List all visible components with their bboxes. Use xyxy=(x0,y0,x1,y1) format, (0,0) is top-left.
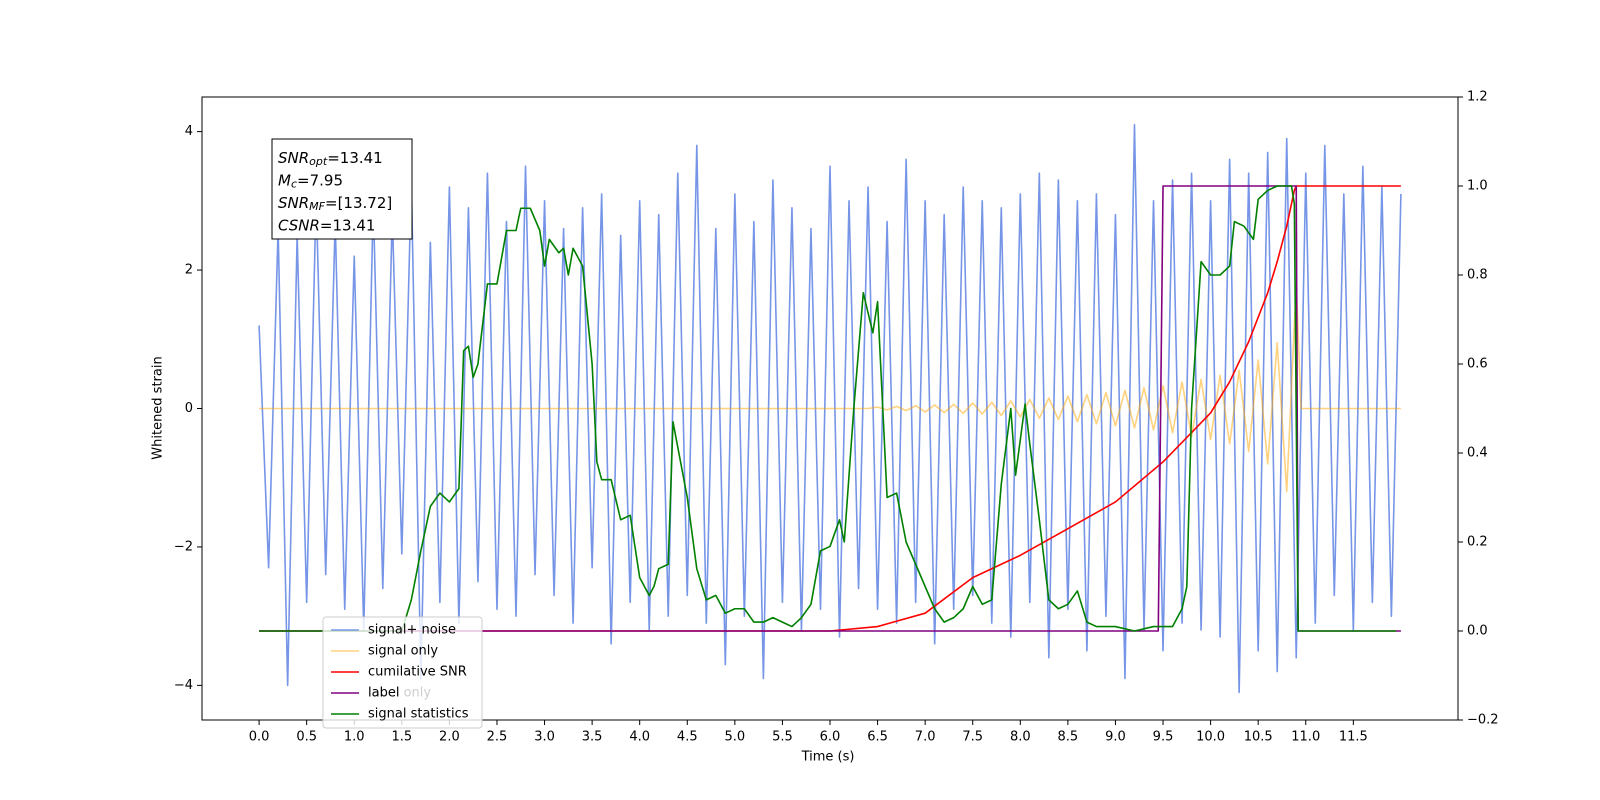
x-tick-label: 2.5 xyxy=(487,730,508,745)
y-axis-label: Whitened strain xyxy=(151,356,166,459)
annotation-text: SNRMF=[13.72] xyxy=(278,194,392,214)
y2-tick-label: 1.0 xyxy=(1467,179,1488,194)
y2-tick-label: −0.2 xyxy=(1467,713,1499,728)
x-tick-label: 0.5 xyxy=(296,730,317,745)
x-tick-label: 8.0 xyxy=(1010,730,1031,745)
series-line xyxy=(258,123,1402,694)
x-tick-label: 1.5 xyxy=(391,730,412,745)
y2-tick-label: 0.2 xyxy=(1467,535,1488,550)
y2-tick-label: 0.6 xyxy=(1467,357,1488,372)
y2-tick-label: 0.4 xyxy=(1467,446,1488,461)
y2-tick-label: 0.0 xyxy=(1467,624,1488,639)
x-tick-label: 9.0 xyxy=(1105,730,1126,745)
legend-label: signal+ noise xyxy=(368,623,456,638)
x-tick-label: 5.5 xyxy=(772,730,793,745)
series-line xyxy=(259,185,1397,632)
legend-label: signal only xyxy=(368,644,438,659)
annotation-subscript: MF xyxy=(309,200,325,213)
annotation-symbol: SNR xyxy=(278,194,309,212)
x-tick-label: 8.5 xyxy=(1058,730,1079,745)
legend-label: label xyxy=(368,686,399,701)
x-tick-label: 5.0 xyxy=(725,730,746,745)
legend-frame xyxy=(322,616,483,729)
series-line xyxy=(259,185,1401,632)
annotation-text: SNRopt=13.41 xyxy=(278,149,383,169)
annotation-symbol: M xyxy=(278,171,291,189)
x-tick-label: 7.5 xyxy=(962,730,983,745)
annotation-text: CSNR=13.41 xyxy=(278,216,375,234)
x-tick-label: 10.0 xyxy=(1196,730,1225,745)
annotation-frame xyxy=(271,138,413,240)
x-tick-label: 0.0 xyxy=(249,730,270,745)
annotation-value: =13.41 xyxy=(320,216,376,234)
annotation-box: SNRopt=13.41Mc=7.95SNRMF=[13.72]CSNR=13.… xyxy=(271,138,413,240)
annotation-text: Mc=7.95 xyxy=(278,171,343,191)
x-tick-label: 9.5 xyxy=(1153,730,1174,745)
annotation-symbol: CSNR xyxy=(278,216,320,234)
legend-label: signal statistics xyxy=(368,707,469,722)
y-tick-label: 2 xyxy=(185,263,193,278)
annotation-subscript: opt xyxy=(309,155,328,168)
annotation-value: =13.41 xyxy=(327,149,383,167)
x-tick-label: 4.0 xyxy=(629,730,650,745)
x-tick-label: 3.5 xyxy=(582,730,603,745)
annotation-value: =[13.72] xyxy=(325,194,392,212)
y2-tick-label: 1.2 xyxy=(1467,90,1488,105)
x-tick-label: 11.0 xyxy=(1291,730,1320,745)
x-tick-label: 6.5 xyxy=(867,730,888,745)
x-tick-label: 2.0 xyxy=(439,730,460,745)
x-tick-label: 7.0 xyxy=(915,730,936,745)
y2-tick-label: 0.8 xyxy=(1467,268,1488,283)
annotation-subscript: c xyxy=(291,178,297,191)
annotation-symbol: SNR xyxy=(278,149,309,167)
x-tick-label: 10.5 xyxy=(1244,730,1273,745)
y-tick-label: 4 xyxy=(185,124,193,139)
y-tick-label: 0 xyxy=(185,401,193,416)
x-tick-label: 11.5 xyxy=(1339,730,1368,745)
x-axis-label: Time (s) xyxy=(801,750,855,765)
y-tick-label: −2 xyxy=(174,539,193,554)
x-tick-label: 1.0 xyxy=(344,730,365,745)
x-tick-label: 4.5 xyxy=(677,730,698,745)
legend-label: cumilative SNR xyxy=(368,665,467,680)
annotation-value: =7.95 xyxy=(297,171,343,189)
x-tick-label: 6.0 xyxy=(820,730,841,745)
x-tick-label: 3.0 xyxy=(534,730,555,745)
series-line xyxy=(259,283,1401,493)
y-tick-label: −4 xyxy=(174,678,193,693)
